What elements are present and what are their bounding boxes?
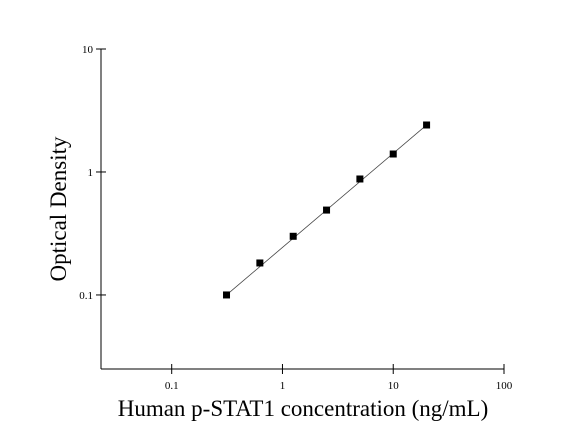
y-tick-label: 1 xyxy=(88,167,94,179)
x-tick-label: 0.1 xyxy=(165,380,179,392)
x-tick-label: 100 xyxy=(496,380,513,392)
x-tick-label: 1 xyxy=(280,380,286,392)
data-point xyxy=(323,206,331,214)
data-point xyxy=(289,232,297,240)
data-point xyxy=(356,175,364,183)
x-tick-label: 10 xyxy=(388,380,400,392)
data-point xyxy=(223,291,231,299)
data-point xyxy=(389,150,397,158)
data-point xyxy=(423,121,431,129)
x-axis-label: Human p-STAT1 concentration (ng/mL) xyxy=(118,396,489,421)
data-point xyxy=(256,259,264,267)
y-axis-label: Optical Density xyxy=(46,136,71,281)
y-tick-label: 10 xyxy=(82,44,94,56)
y-tick-label: 0.1 xyxy=(79,290,93,302)
